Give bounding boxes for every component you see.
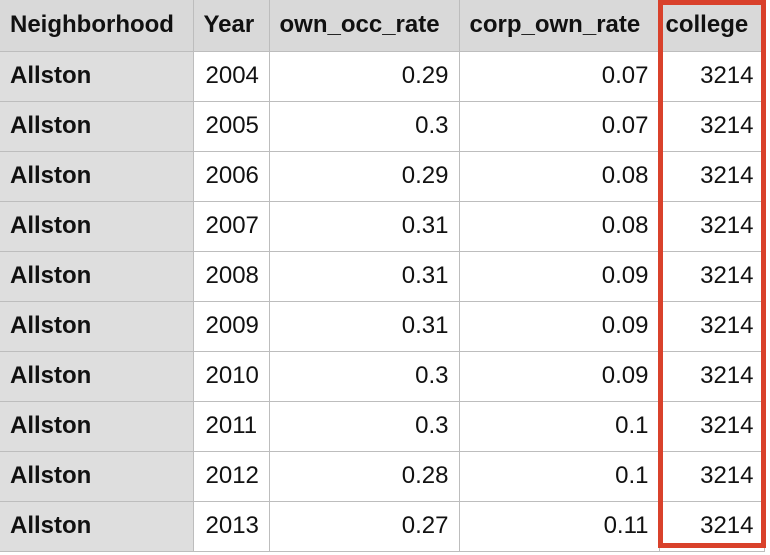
cell-college[interactable]: 3214 <box>658 350 765 402</box>
cell-own-occ-rate[interactable]: 0.28 <box>268 450 460 502</box>
table-row: Allston 2011 0.3 0.1 3214 <box>0 400 765 452</box>
cell-year[interactable]: 2010 <box>192 350 270 402</box>
cell-neighborhood[interactable]: Allston <box>0 250 194 302</box>
cell-corp-own-rate[interactable]: 0.07 <box>458 100 660 152</box>
table-row: Allston 2005 0.3 0.07 3214 <box>0 100 765 152</box>
cell-neighborhood[interactable]: Allston <box>0 450 194 502</box>
cell-neighborhood[interactable]: Allston <box>0 400 194 452</box>
cell-college[interactable]: 3214 <box>658 450 765 502</box>
cell-corp-own-rate[interactable]: 0.07 <box>458 50 660 102</box>
header-row: Neighborhood Year own_occ_rate corp_own_… <box>0 0 765 52</box>
table-row: Allston 2004 0.29 0.07 3214 <box>0 50 765 102</box>
cell-year[interactable]: 2006 <box>192 150 270 202</box>
table-row: Allston 2007 0.31 0.08 3214 <box>0 200 765 252</box>
cell-own-occ-rate[interactable]: 0.31 <box>268 300 460 352</box>
column-header-corp-own-rate[interactable]: corp_own_rate <box>458 0 660 52</box>
cell-college[interactable]: 3214 <box>658 100 765 152</box>
cell-college[interactable]: 3214 <box>658 250 765 302</box>
table-row: Allston 2009 0.31 0.09 3214 <box>0 300 765 352</box>
cell-own-occ-rate[interactable]: 0.31 <box>268 200 460 252</box>
cell-own-occ-rate[interactable]: 0.29 <box>268 50 460 102</box>
cell-neighborhood[interactable]: Allston <box>0 500 194 552</box>
cell-college[interactable]: 3214 <box>658 300 765 352</box>
column-header-year[interactable]: Year <box>192 0 270 52</box>
cell-college[interactable]: 3214 <box>658 150 765 202</box>
column-header-college[interactable]: college <box>658 0 765 52</box>
cell-corp-own-rate[interactable]: 0.1 <box>458 450 660 502</box>
table-row: Allston 2010 0.3 0.09 3214 <box>0 350 765 402</box>
cell-own-occ-rate[interactable]: 0.29 <box>268 150 460 202</box>
cell-year[interactable]: 2011 <box>192 400 270 452</box>
cell-year[interactable]: 2007 <box>192 200 270 252</box>
table-row: Allston 2006 0.29 0.08 3214 <box>0 150 765 202</box>
cell-year[interactable]: 2005 <box>192 100 270 152</box>
cell-corp-own-rate[interactable]: 0.08 <box>458 150 660 202</box>
cell-year[interactable]: 2012 <box>192 450 270 502</box>
cell-corp-own-rate[interactable]: 0.09 <box>458 300 660 352</box>
cell-corp-own-rate[interactable]: 0.1 <box>458 400 660 452</box>
column-header-own-occ-rate[interactable]: own_occ_rate <box>268 0 460 52</box>
cell-neighborhood[interactable]: Allston <box>0 150 194 202</box>
cell-neighborhood[interactable]: Allston <box>0 300 194 352</box>
table-row: Allston 2013 0.27 0.11 3214 <box>0 500 765 552</box>
cell-corp-own-rate[interactable]: 0.11 <box>458 500 660 552</box>
cell-own-occ-rate[interactable]: 0.27 <box>268 500 460 552</box>
cell-corp-own-rate[interactable]: 0.08 <box>458 200 660 252</box>
cell-neighborhood[interactable]: Allston <box>0 100 194 152</box>
cell-college[interactable]: 3214 <box>658 500 765 552</box>
cell-year[interactable]: 2004 <box>192 50 270 102</box>
cell-year[interactable]: 2013 <box>192 500 270 552</box>
cell-college[interactable]: 3214 <box>658 50 765 102</box>
cell-neighborhood[interactable]: Allston <box>0 350 194 402</box>
table-row: Allston 2012 0.28 0.1 3214 <box>0 450 765 502</box>
cell-neighborhood[interactable]: Allston <box>0 200 194 252</box>
table-row: Allston 2008 0.31 0.09 3214 <box>0 250 765 302</box>
cell-year[interactable]: 2009 <box>192 300 270 352</box>
cell-own-occ-rate[interactable]: 0.3 <box>268 400 460 452</box>
cell-own-occ-rate[interactable]: 0.3 <box>268 100 460 152</box>
column-header-neighborhood[interactable]: Neighborhood <box>0 0 194 52</box>
cell-college[interactable]: 3214 <box>658 400 765 452</box>
cell-neighborhood[interactable]: Allston <box>0 50 194 102</box>
cell-college[interactable]: 3214 <box>658 200 765 252</box>
cell-year[interactable]: 2008 <box>192 250 270 302</box>
cell-corp-own-rate[interactable]: 0.09 <box>458 350 660 402</box>
cell-own-occ-rate[interactable]: 0.3 <box>268 350 460 402</box>
cell-corp-own-rate[interactable]: 0.09 <box>458 250 660 302</box>
cell-own-occ-rate[interactable]: 0.31 <box>268 250 460 302</box>
